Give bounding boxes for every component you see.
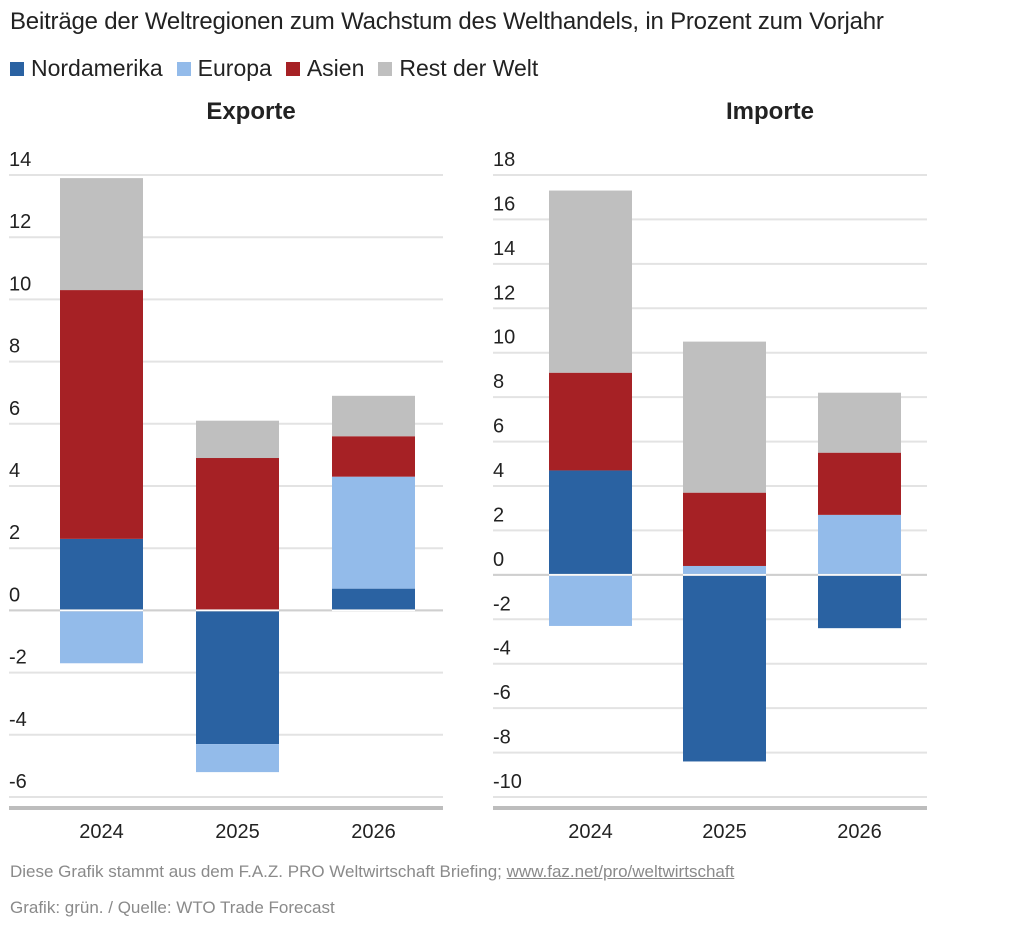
exports-panel: Exporte 14 12 10 8 6 4 2 0 -2 -4 -6 2024 2025 2026	[9, 98, 443, 843]
x-tick-label: 2025	[702, 821, 747, 843]
legend-swatch-rest	[378, 61, 393, 76]
y-tick-label: -4	[493, 638, 511, 660]
footer-source-text: Diese Grafik stammt aus dem F.A.Z. PRO W…	[10, 862, 507, 881]
bar-segment-europa-2025	[683, 565, 766, 575]
bar-segment-europa-2024	[549, 574, 632, 626]
y-tick-label: -4	[9, 709, 27, 731]
bar-segment-rest-der-welt-2026	[332, 395, 415, 437]
legend-item-europa: Europa	[176, 55, 272, 82]
y-tick-label: 4	[9, 460, 20, 482]
bar-segment-rest-der-welt-2024	[549, 190, 632, 373]
legend-item-nordamerika: Nordamerika	[10, 55, 163, 82]
bar-segment-asien-2024	[60, 290, 143, 539]
x-tick-label: 2026	[837, 821, 882, 843]
bar-segment-asien-2025	[683, 492, 766, 566]
y-tick-label: -10	[493, 771, 522, 793]
legend-item-asien: Asien	[285, 55, 365, 82]
y-tick-label: 12	[493, 282, 515, 304]
chart-title: Beiträge der Weltregionen zum Wachstum d…	[10, 8, 884, 35]
x-tick-label: 2026	[351, 821, 396, 843]
y-tick-label: 10	[9, 273, 31, 295]
legend-swatch-europa	[176, 61, 191, 76]
bar-segment-rest-der-welt-2025	[196, 420, 279, 459]
imports-panel: Importe 18 16 14 12 10 8 6 4 2 0 -2 -4 -6 -8 -10 2024 20…	[493, 98, 927, 843]
y-tick-label: 0	[493, 549, 504, 571]
legend-label: Europa	[197, 55, 272, 81]
legend-item-rest: Rest der Welt	[378, 55, 538, 82]
legend-label: Nordamerika	[31, 55, 163, 81]
bar-segment-nordamerika-2024	[60, 538, 143, 611]
footer-credit: Grafik: grün. / Quelle: WTO Trade Foreca…	[10, 898, 335, 917]
legend-swatch-asien	[285, 61, 300, 76]
legend-label: Rest der Welt	[399, 55, 539, 81]
bar-segment-nordamerika-2025	[683, 574, 766, 762]
bar-segment-asien-2024	[549, 372, 632, 471]
bar-segment-nordamerika-2024	[549, 470, 632, 575]
y-tick-label: 0	[9, 584, 20, 606]
x-tick-label: 2024	[568, 821, 613, 843]
x-tick-label: 2025	[215, 821, 260, 843]
bar-segment-europa-2026	[818, 514, 901, 575]
y-tick-label: 6	[493, 416, 504, 438]
y-tick-label: 8	[9, 336, 20, 358]
bar-segment-europa-2025	[196, 744, 279, 773]
x-tick-label: 2024	[79, 821, 124, 843]
legend: Nordamerika Europa Asien Rest der Welt	[10, 55, 552, 82]
bar-segment-nordamerika-2026	[818, 574, 901, 629]
y-tick-label: 4	[493, 460, 504, 482]
y-tick-label: 8	[493, 371, 504, 393]
y-tick-label: -2	[493, 593, 511, 615]
y-tick-label: 6	[9, 398, 20, 420]
y-tick-label: 14	[493, 238, 515, 260]
exports-panel-title: Exporte	[206, 98, 295, 125]
bar-segment-rest-der-welt-2025	[683, 341, 766, 493]
y-tick-label: -2	[9, 647, 27, 669]
footer-source: Diese Grafik stammt aus dem F.A.Z. PRO W…	[10, 862, 734, 882]
imports-panel-title: Importe	[726, 98, 814, 125]
bar-segment-nordamerika-2025	[196, 610, 279, 745]
y-tick-label: -6	[9, 771, 27, 793]
bar-segment-asien-2026	[818, 452, 901, 515]
y-tick-label: 16	[493, 193, 515, 215]
y-tick-label: 2	[493, 504, 504, 526]
footer-source-link[interactable]: www.faz.net/pro/weltwirtschaft	[506, 862, 735, 881]
bar-segment-asien-2025	[196, 458, 279, 611]
bar-segment-rest-der-welt-2026	[818, 392, 901, 453]
y-tick-label: 2	[9, 522, 20, 544]
y-tick-label: 14	[9, 149, 31, 171]
bar-segment-asien-2026	[332, 436, 415, 477]
y-tick-label: -6	[493, 682, 511, 704]
bar-segment-nordamerika-2026	[332, 588, 415, 611]
legend-label: Asien	[306, 55, 365, 81]
bar-segment-europa-2026	[332, 476, 415, 589]
legend-swatch-nordamerika	[10, 61, 24, 76]
y-tick-label: 18	[493, 149, 515, 171]
y-tick-label: 12	[9, 211, 31, 233]
y-tick-label: 10	[493, 327, 515, 349]
bar-segment-rest-der-welt-2024	[60, 178, 143, 291]
y-tick-label: -8	[493, 727, 511, 749]
bar-segment-europa-2024	[60, 610, 143, 664]
